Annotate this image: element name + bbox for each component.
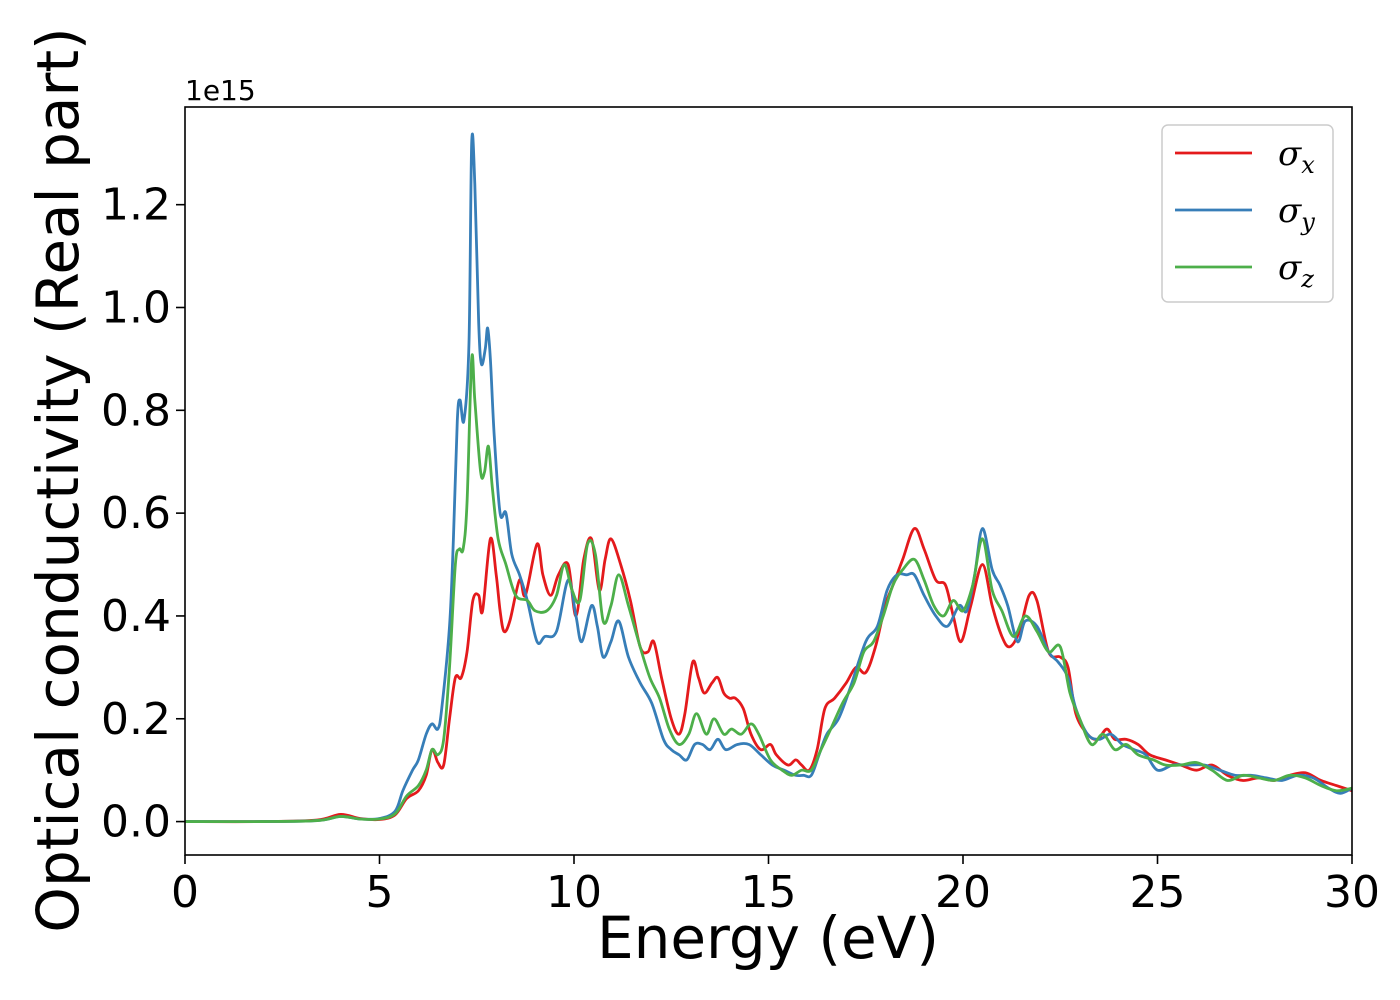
legend-label-x: σx [1278, 134, 1315, 179]
y-offset-label: 1e15 [185, 74, 256, 107]
y-tick-label: 1.0 [101, 282, 171, 333]
legend-label-z: σz [1278, 248, 1314, 293]
x-tick-label: 30 [1324, 867, 1380, 918]
y-tick-label: 0.4 [101, 591, 171, 642]
x-tick-label: 5 [366, 867, 394, 918]
x-tick-label: 25 [1130, 867, 1186, 918]
y-tick-label: 0.0 [101, 797, 171, 848]
x-axis-title: Energy (eV) [597, 904, 939, 972]
x-axis: 0 5 10 15 20 25 30 [171, 855, 1380, 918]
legend-label-y: σy [1278, 191, 1315, 236]
y-tick-label: 0.6 [101, 488, 171, 539]
series-line-y [185, 132, 1352, 824]
series-layer [185, 132, 1352, 824]
y-axis-title: Optical conductivity (Real part) [24, 27, 92, 932]
y-axis: 0.0 0.2 0.4 0.6 0.8 1.0 1.2 [101, 180, 185, 848]
legend-frame [1161, 124, 1334, 303]
x-tick-label: 10 [546, 867, 602, 918]
series-line-z [185, 353, 1352, 824]
y-tick-label: 1.2 [101, 180, 171, 231]
legend: σx σy σz [1161, 124, 1334, 303]
x-tick-label: 20 [935, 867, 991, 918]
x-tick-label: 0 [171, 867, 199, 918]
y-tick-label: 0.8 [101, 385, 171, 436]
x-tick-label: 15 [741, 867, 797, 918]
y-tick-label: 0.2 [101, 694, 171, 745]
